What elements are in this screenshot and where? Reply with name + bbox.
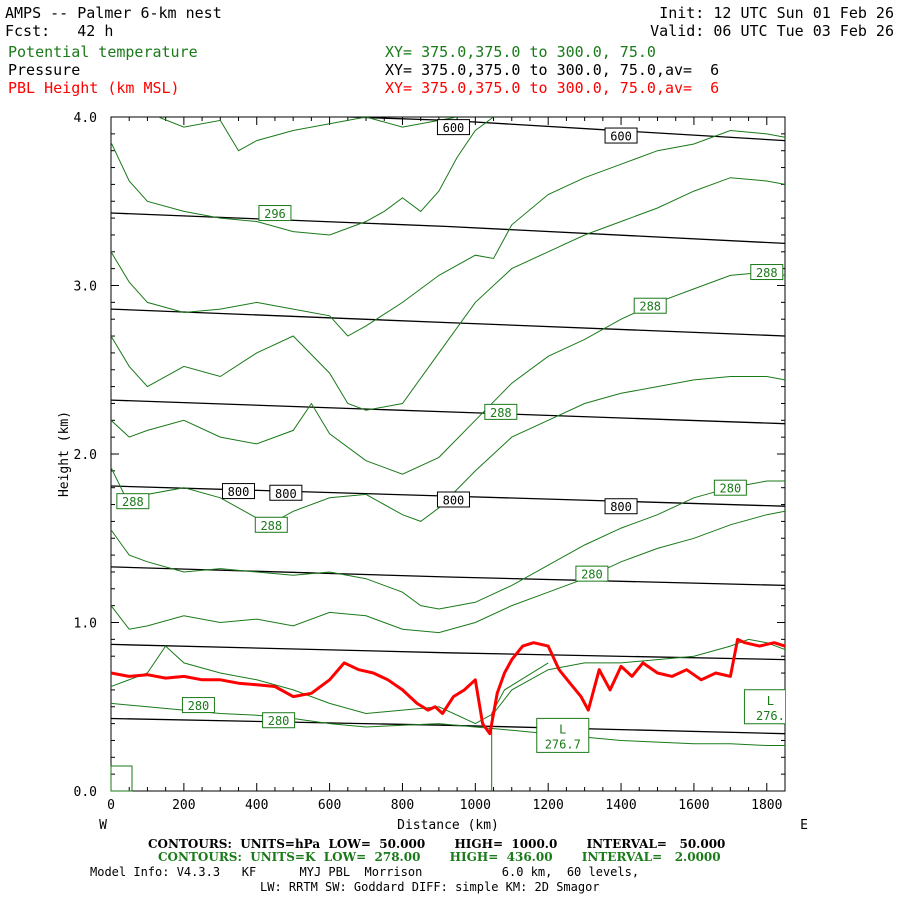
legend-pressure-label: Pressure [8, 61, 81, 79]
theta-label: 288 [122, 495, 144, 509]
pressure-label: 800 [228, 485, 250, 499]
x-tick-label: 200 [172, 798, 195, 813]
theta-label: 280 [581, 568, 603, 582]
low-marker-box [536, 717, 590, 753]
theta-contour-line [111, 702, 785, 746]
theta-label-box [713, 479, 747, 496]
theta-contour-line [111, 129, 785, 337]
theta-label-box [258, 205, 292, 222]
theta-label-box [484, 403, 518, 420]
theta-label: 288 [260, 519, 282, 533]
legend-pbl-xy: XY= 375.0,375.0 to 300.0, 75.0,av= 6 [385, 79, 720, 97]
theta-label: 288 [756, 266, 778, 280]
theta-label-box [750, 264, 784, 281]
forecast-hour: Fcst: 42 h [5, 22, 114, 40]
low-marker-value: 276. [756, 709, 785, 723]
footer-theta-contours: CONTOURS: UNITS=K LOW= 278.00 HIGH= 436.… [158, 850, 721, 864]
legend-theta-xy: XY= 375.0,375.0 to 300.0, 75.0 [385, 43, 656, 61]
valid-time: Valid: 06 UTC Tue 03 Feb 26 [650, 22, 894, 40]
theta-contour-line [111, 376, 785, 522]
footer-physics: LW: RRTM SW: Goddard DIFF: simple KM: 2D… [260, 880, 600, 894]
plot-frame [110, 116, 786, 792]
corner-marker-box [110, 765, 133, 792]
low-marker-value: 276.7 [545, 737, 581, 751]
theta-contour-line [111, 271, 785, 475]
west-label: W [99, 818, 107, 833]
pressure-label: 800 [443, 493, 465, 507]
east-label: E [800, 818, 808, 833]
theta-label-box [633, 297, 667, 314]
pressure-label: 800 [275, 487, 297, 501]
low-marker-letter: L [767, 694, 774, 708]
theta-label: 296 [264, 207, 286, 221]
legend-theta-label: Potential temperature [8, 43, 198, 61]
footer-model-info: Model Info: V4.3.3 KF MYJ PBL Morrison 6… [90, 865, 640, 879]
x-tick-label: 800 [391, 798, 414, 813]
pressure-contour-line [111, 643, 785, 661]
theta-label-box [116, 493, 150, 510]
pressure-label: 800 [610, 500, 632, 514]
theta-label-box [181, 697, 215, 714]
theta-label-box [254, 516, 288, 533]
legend-pbl-label: PBL Height (km MSL) [8, 79, 180, 97]
y-tick-label: 0.0 [74, 785, 97, 800]
chart-title: AMPS -- Palmer 6-km nest [5, 4, 222, 22]
theta-contour-line [158, 117, 458, 152]
x-tick-label: 1400 [605, 798, 636, 813]
x-tick-label: 1000 [460, 798, 491, 813]
theta-label: 280 [188, 699, 210, 713]
pressure-contour-line [111, 212, 785, 245]
theta-contour-line [111, 177, 785, 411]
low-marker-letter: L [559, 722, 566, 736]
x-tick-label: 0 [107, 798, 115, 813]
pressure-label: 600 [443, 121, 465, 135]
x-tick-label: 600 [318, 798, 341, 813]
pressure-label-box [222, 483, 256, 500]
pressure-label-box [436, 491, 470, 508]
theta-label: 280 [720, 482, 742, 496]
y-tick-label: 3.0 [74, 280, 97, 295]
y-tick-label: 4.0 [74, 111, 97, 126]
pressure-contour-line [111, 717, 785, 735]
x-tick-label: 1800 [751, 798, 782, 813]
low-marker-box [743, 689, 785, 725]
pressure-label-box [269, 484, 303, 501]
x-tick-label: 400 [245, 798, 268, 813]
theta-contour-line [111, 510, 785, 634]
init-time: Init: 12 UTC Sun 01 Feb 26 [659, 4, 894, 22]
pressure-label-box [436, 119, 470, 136]
theta-label: 280 [268, 714, 290, 728]
x-tick-label: 1600 [678, 798, 709, 813]
theta-contour-line [491, 662, 549, 791]
y-axis-title: Height (km) [57, 411, 72, 497]
pressure-label-box [604, 127, 638, 144]
theta-contour-line [111, 638, 785, 725]
footer-pressure-contours: CONTOURS: UNITS=hPa LOW= 50.000 HIGH= 10… [148, 837, 726, 851]
pressure-contour-line [111, 399, 785, 425]
y-tick-label: 1.0 [74, 617, 97, 632]
pressure-contour-line [111, 566, 785, 587]
theta-label: 288 [490, 406, 512, 420]
theta-label-box [575, 565, 609, 582]
pressure-label-box [604, 498, 638, 515]
legend-pressure-xy: XY= 375.0,375.0 to 300.0, 75.0,av= 6 [385, 61, 720, 79]
y-tick-label: 2.0 [74, 448, 97, 463]
theta-label: 288 [639, 300, 661, 314]
pbl-height-line [111, 637, 785, 736]
x-tick-label: 1200 [533, 798, 564, 813]
pressure-label: 600 [610, 130, 632, 144]
x-axis-title: Distance (km) [397, 818, 499, 833]
pressure-contour-line [111, 308, 785, 337]
theta-label-box [262, 712, 296, 729]
theta-contour-line [111, 117, 494, 236]
theta-contour-line [111, 480, 785, 610]
